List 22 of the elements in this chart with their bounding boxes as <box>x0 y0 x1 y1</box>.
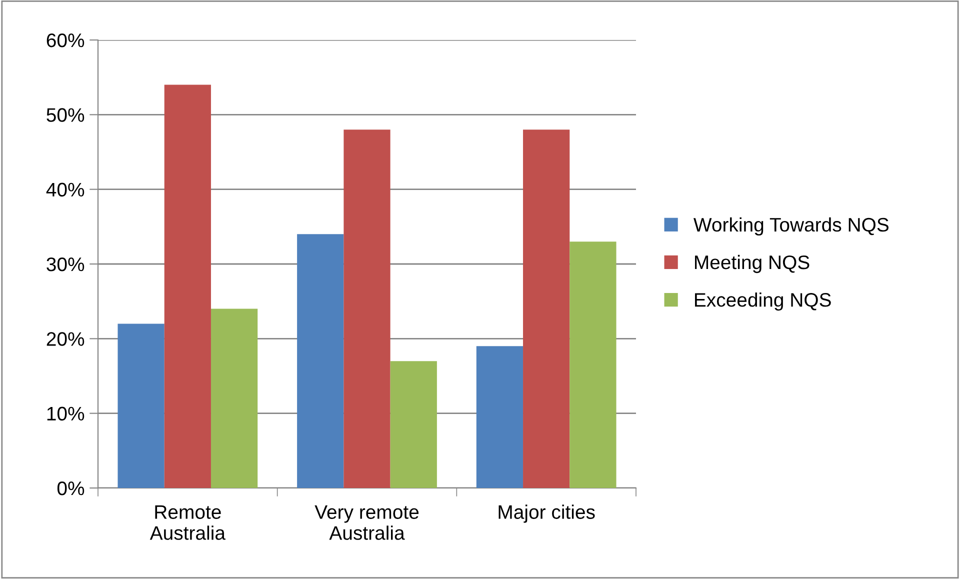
bar <box>118 324 164 488</box>
x-tick-label: Major cities <box>498 504 595 523</box>
bar <box>297 234 344 488</box>
bar <box>476 346 524 488</box>
legend-label: Working Towards NQS <box>694 217 888 236</box>
bar <box>210 308 258 488</box>
legend-label: Meeting NQS <box>695 254 810 274</box>
bar <box>523 130 570 488</box>
x-tick-label: Very remote Australia <box>314 505 419 540</box>
y-tick-label: 60% <box>46 33 84 48</box>
bar <box>570 242 616 488</box>
y-tick-label: 20% <box>46 332 84 346</box>
y-tick-label: 10% <box>47 406 84 421</box>
bar <box>390 361 437 488</box>
bar <box>344 130 390 488</box>
legend-label: Exceeding NQS <box>695 292 831 311</box>
y-tick-label: 50% <box>46 108 84 122</box>
x-tick-label: Remote Australia <box>150 505 226 540</box>
y-tick-label: 0% <box>57 481 84 496</box>
bar <box>164 84 211 488</box>
y-tick-label: 30% <box>46 257 84 272</box>
y-tick-label: 40% <box>46 182 84 197</box>
